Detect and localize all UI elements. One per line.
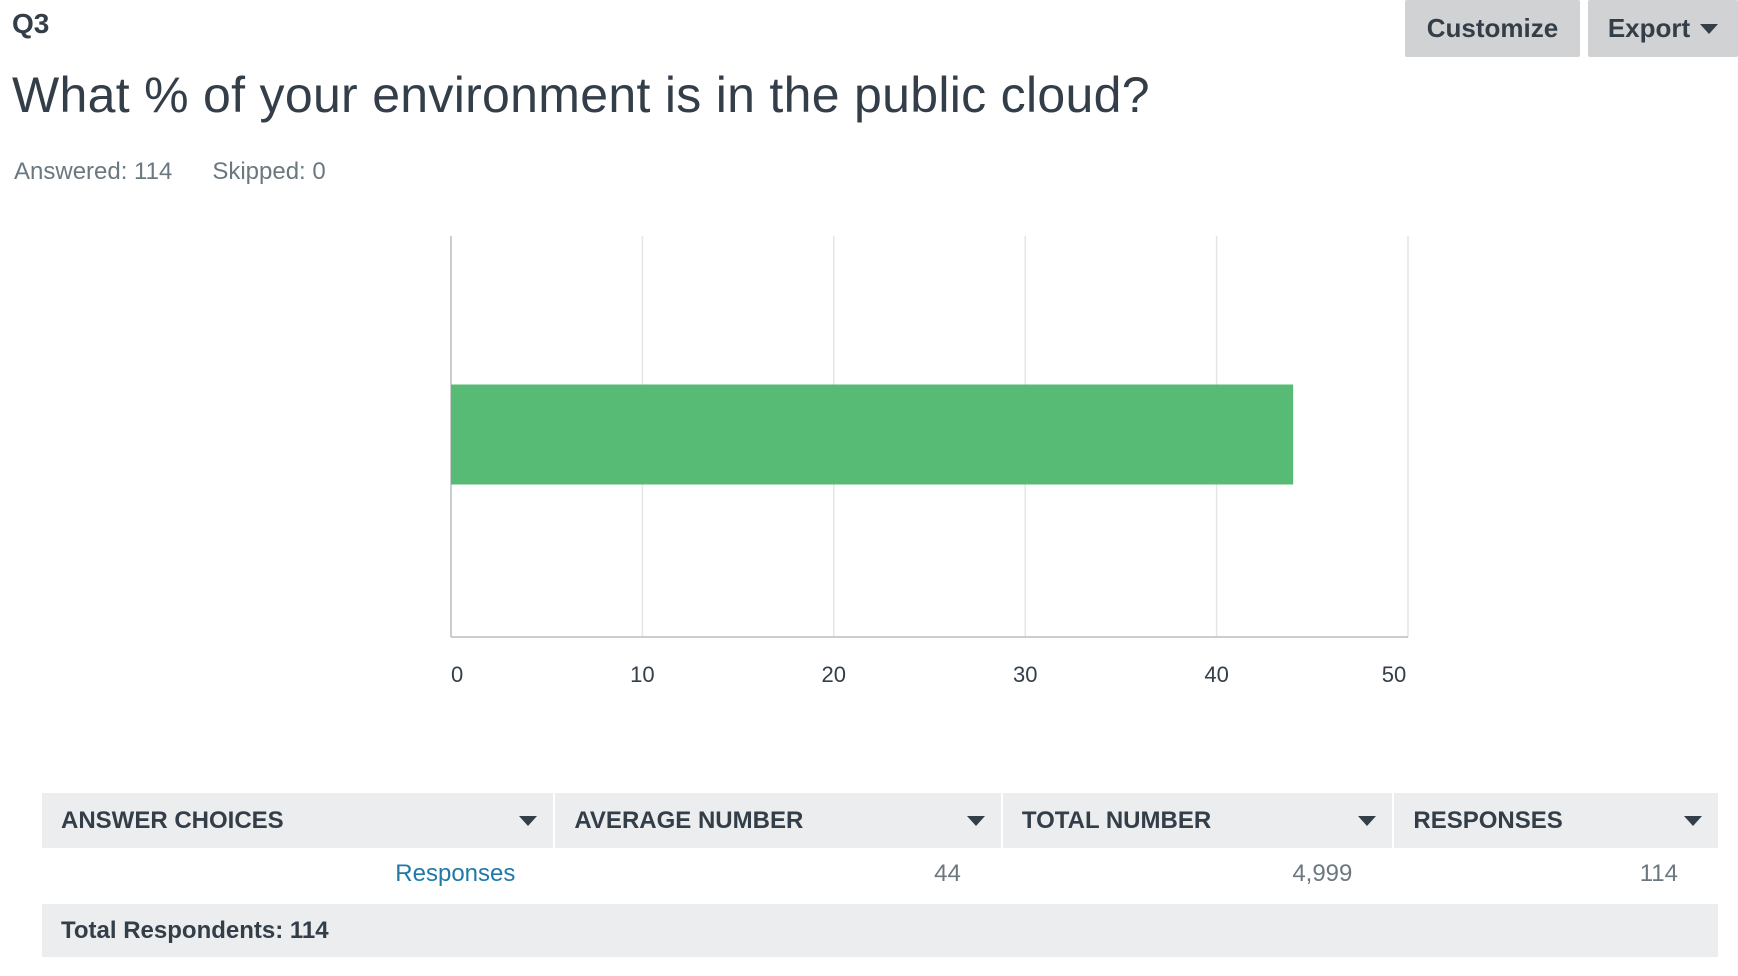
header-answer-choices[interactable]: ANSWER CHOICES xyxy=(42,793,554,848)
responses-cell: 114 xyxy=(1639,860,1678,887)
x-tick-label: 0 xyxy=(451,662,463,687)
caret-down-icon xyxy=(1700,23,1719,34)
bar-chart: 0 10 20 30 40 50 xyxy=(450,236,1409,687)
skipped-count: Skipped: 0 xyxy=(212,158,326,185)
total-number-cell: 4,999 xyxy=(1292,860,1353,887)
sort-caret-icon xyxy=(966,815,985,826)
bar xyxy=(451,384,1294,485)
header-label: ANSWER CHOICES xyxy=(61,806,284,834)
response-stats: Answered: 114 Skipped: 0 xyxy=(14,158,326,186)
customize-button[interactable]: Customize xyxy=(1405,0,1580,57)
export-button[interactable]: Export xyxy=(1588,0,1738,57)
header-label: RESPONSES xyxy=(1413,806,1563,834)
x-tick-label: 30 xyxy=(1013,662,1037,687)
x-tick-label: 10 xyxy=(630,662,654,687)
question-title: What % of your environment is in the pub… xyxy=(12,67,1150,123)
answer-choice-link[interactable]: Responses xyxy=(395,860,516,887)
x-tick-label: 40 xyxy=(1204,662,1228,687)
header-label: AVERAGE NUMBER xyxy=(574,806,804,834)
export-label: Export xyxy=(1607,13,1691,43)
header-average-number[interactable]: AVERAGE NUMBER xyxy=(555,793,1001,848)
answer-choice-cell: Responses xyxy=(42,860,553,888)
header-label: TOTAL NUMBER xyxy=(1021,806,1212,834)
x-tick-label: 20 xyxy=(822,662,846,687)
answered-count: Answered: 114 xyxy=(14,158,173,185)
sort-caret-icon xyxy=(1684,815,1702,826)
question-number: Q3 xyxy=(12,8,50,39)
header-responses[interactable]: RESPONSES xyxy=(1394,793,1718,848)
table-footer: Total Respondents: 114 xyxy=(42,904,1718,957)
sort-caret-icon xyxy=(1358,815,1377,826)
x-tick-label: 50 xyxy=(1382,662,1406,687)
customize-label: Customize xyxy=(1426,13,1559,43)
results-table: ANSWER CHOICES AVERAGE NUMBER TOTAL NUMB… xyxy=(42,793,1718,957)
sort-caret-icon xyxy=(519,815,538,826)
table-row: Responses 44 4,999 114 xyxy=(42,848,1718,900)
header-total-number[interactable]: TOTAL NUMBER xyxy=(1002,793,1393,848)
average-number-cell: 44 xyxy=(934,860,961,887)
toolbar: Customize Export xyxy=(1405,0,1738,57)
table-header: ANSWER CHOICES AVERAGE NUMBER TOTAL NUMB… xyxy=(42,793,1718,848)
